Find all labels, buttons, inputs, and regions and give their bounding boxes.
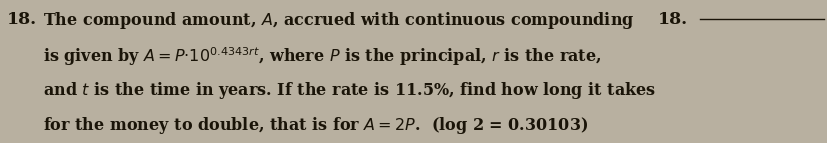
Text: 18.: 18. [7, 11, 36, 28]
Text: 18.: 18. [657, 11, 687, 28]
Text: and $t$ is the time in years. If the rate is 11.5%, find how long it takes: and $t$ is the time in years. If the rat… [43, 80, 655, 101]
Text: for the money to double, that is for $A = 2P$.  (log 2 = 0.30103): for the money to double, that is for $A … [43, 115, 587, 136]
Text: The compound amount, $A$, accrued with continuous compounding: The compound amount, $A$, accrued with c… [43, 10, 633, 31]
Text: is given by $A = P {\cdot} 10^{0.4343rt}$, where $P$ is the principal, $r$ is th: is given by $A = P {\cdot} 10^{0.4343rt}… [43, 45, 601, 68]
